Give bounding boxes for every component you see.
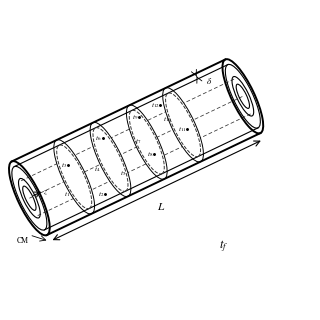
Text: $t_7$: $t_7$ bbox=[135, 137, 142, 146]
Text: $t_4$: $t_4$ bbox=[93, 165, 100, 174]
Text: $t_5$: $t_5$ bbox=[120, 170, 126, 178]
Ellipse shape bbox=[126, 105, 167, 179]
Text: $t_f$: $t_f$ bbox=[219, 238, 228, 254]
Ellipse shape bbox=[90, 122, 131, 196]
Text: $t_{10}$: $t_{10}$ bbox=[163, 115, 172, 124]
Ellipse shape bbox=[54, 140, 95, 214]
Text: CM: CM bbox=[17, 237, 29, 245]
Text: $t_2$: $t_2$ bbox=[98, 190, 104, 199]
Text: $t_6$: $t_6$ bbox=[95, 134, 101, 143]
Text: $t_8$: $t_8$ bbox=[147, 150, 153, 159]
Text: $t_3$: $t_3$ bbox=[60, 161, 67, 170]
Text: $t_{11}$: $t_{11}$ bbox=[179, 125, 187, 134]
Ellipse shape bbox=[163, 88, 204, 162]
Text: $L$: $L$ bbox=[157, 201, 166, 212]
Text: $\delta$: $\delta$ bbox=[206, 76, 212, 86]
Text: $t_{12}$: $t_{12}$ bbox=[151, 101, 160, 110]
Text: $z$: $z$ bbox=[44, 188, 48, 197]
Text: $t_9$: $t_9$ bbox=[132, 114, 138, 121]
Text: $t_1$: $t_1$ bbox=[64, 190, 70, 199]
